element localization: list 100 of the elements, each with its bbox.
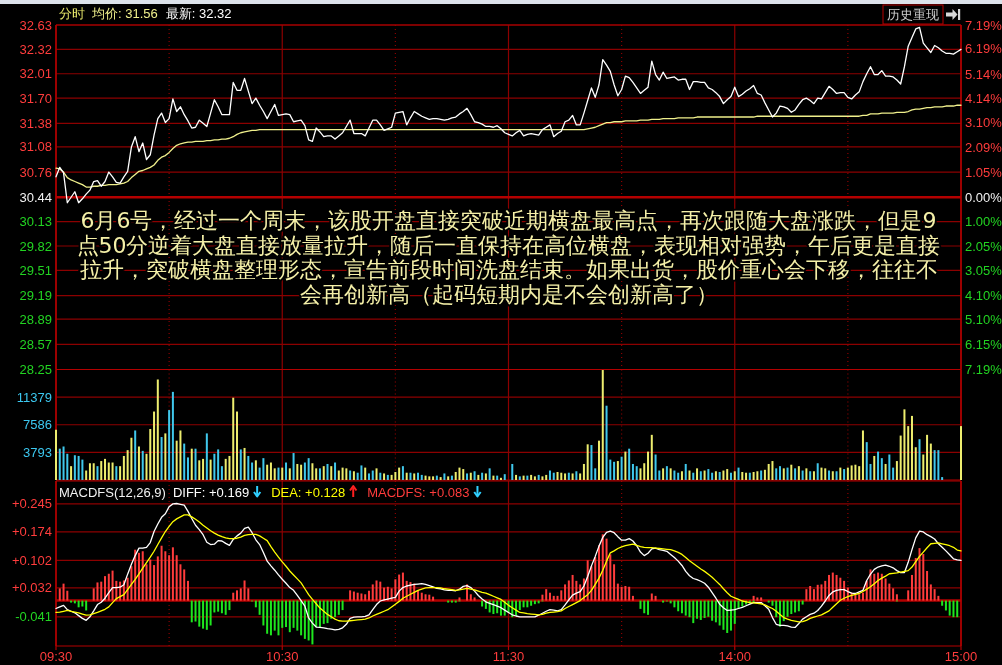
y-tick-label: 30.44 bbox=[19, 189, 52, 205]
bar bbox=[469, 472, 472, 480]
bar bbox=[171, 547, 174, 601]
line-series bbox=[55, 104, 962, 188]
bar bbox=[183, 443, 186, 480]
bar bbox=[326, 600, 329, 624]
bar bbox=[729, 600, 732, 631]
chart-title: 分时 bbox=[59, 6, 85, 21]
bar bbox=[601, 370, 604, 480]
bar bbox=[202, 600, 205, 629]
bar bbox=[654, 595, 657, 601]
bar bbox=[552, 595, 555, 601]
bar bbox=[684, 600, 687, 616]
bar bbox=[944, 600, 947, 611]
bar bbox=[413, 473, 416, 480]
bar bbox=[77, 455, 80, 480]
bar bbox=[269, 600, 272, 636]
bar bbox=[119, 466, 122, 480]
bar bbox=[654, 454, 657, 480]
bar bbox=[831, 471, 834, 480]
y-tick-label: 32.63 bbox=[19, 17, 52, 33]
bar bbox=[594, 468, 597, 480]
y2-tick-label: 3.05% bbox=[965, 262, 1002, 278]
bar bbox=[122, 455, 125, 480]
bar bbox=[100, 461, 103, 480]
bar bbox=[635, 466, 638, 480]
y2-tick-label: 4.14% bbox=[965, 90, 1002, 106]
bar bbox=[364, 467, 367, 480]
y-tick-label: 28.89 bbox=[19, 311, 52, 327]
bar bbox=[647, 600, 650, 615]
bar bbox=[473, 471, 476, 480]
bar bbox=[548, 592, 551, 601]
bar bbox=[77, 600, 80, 608]
bar bbox=[771, 461, 774, 480]
bar bbox=[337, 470, 340, 480]
bar bbox=[243, 580, 246, 601]
bar bbox=[115, 466, 118, 480]
bar bbox=[511, 463, 514, 480]
bar bbox=[703, 600, 706, 618]
bar bbox=[835, 574, 838, 601]
bar bbox=[111, 462, 114, 480]
bar bbox=[530, 474, 533, 480]
bar bbox=[816, 463, 819, 480]
bar bbox=[775, 468, 778, 480]
bar bbox=[85, 600, 88, 611]
bar bbox=[726, 600, 729, 633]
bar bbox=[394, 471, 397, 480]
bar bbox=[579, 473, 582, 480]
bar bbox=[922, 454, 925, 480]
y2-tick-label: 2.09% bbox=[965, 139, 1002, 155]
y-tick-label: 29.82 bbox=[19, 238, 52, 254]
bar bbox=[696, 600, 699, 619]
bar bbox=[341, 467, 344, 480]
bar bbox=[285, 600, 288, 628]
bar bbox=[903, 409, 906, 480]
bar bbox=[175, 555, 178, 601]
bar bbox=[190, 600, 193, 623]
bar bbox=[782, 600, 785, 622]
bar bbox=[933, 589, 936, 601]
bar bbox=[910, 415, 913, 480]
bar bbox=[952, 600, 955, 618]
series-label: DIFF: +0.169 bbox=[172, 485, 250, 500]
bar bbox=[224, 458, 227, 480]
bar bbox=[669, 468, 672, 480]
bar bbox=[322, 466, 325, 480]
bar bbox=[858, 466, 861, 480]
line-series bbox=[55, 514, 962, 623]
bar bbox=[277, 600, 280, 636]
bar bbox=[432, 596, 435, 601]
bar bbox=[405, 472, 408, 480]
bar bbox=[586, 444, 589, 480]
bar bbox=[548, 470, 551, 480]
bar bbox=[477, 474, 480, 480]
bar bbox=[266, 600, 269, 634]
bar bbox=[594, 557, 597, 601]
bar bbox=[364, 594, 367, 601]
y-tick-label: 30.13 bbox=[19, 214, 52, 230]
bar bbox=[281, 600, 284, 628]
bar bbox=[311, 600, 314, 645]
bar bbox=[209, 459, 212, 480]
bar bbox=[722, 600, 725, 630]
bar bbox=[960, 426, 962, 480]
bar bbox=[790, 464, 793, 480]
bar bbox=[567, 580, 570, 601]
bar bbox=[220, 466, 223, 480]
bar bbox=[707, 600, 710, 617]
bar bbox=[262, 600, 265, 626]
bar bbox=[861, 430, 864, 480]
bar bbox=[824, 468, 827, 480]
y-tick-label: 31.08 bbox=[19, 139, 52, 155]
bar bbox=[239, 449, 242, 480]
y2-tick-label: 3.10% bbox=[965, 115, 1002, 131]
bar bbox=[714, 600, 717, 623]
bar bbox=[104, 458, 107, 480]
bar bbox=[213, 453, 216, 480]
bar bbox=[100, 581, 103, 601]
bar bbox=[428, 476, 431, 480]
text: MACDFS: +0.083 bbox=[367, 485, 470, 500]
bar bbox=[349, 590, 352, 601]
bar bbox=[488, 468, 491, 480]
